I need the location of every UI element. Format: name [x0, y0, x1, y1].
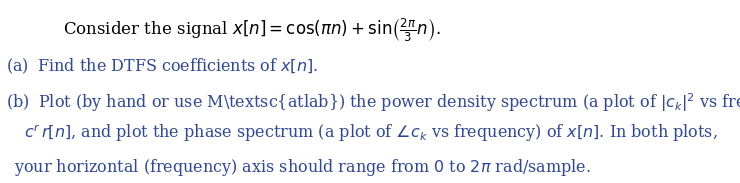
Text: $c^r\, r[n]$, and plot the phase spectrum (a plot of $\angle c_k$ vs frequency) : $c^r\, r[n]$, and plot the phase spectru…: [24, 123, 718, 144]
Text: (a)$\;$ Find the DTFS coefficients of $x[n]$.: (a)$\;$ Find the DTFS coefficients of $x…: [7, 57, 319, 76]
Text: (b)$\;$ Plot (by hand or use M\textsc{atlab}) the power density spectrum (a plot: (b)$\;$ Plot (by hand or use M\textsc{at…: [7, 92, 740, 114]
Text: your horizontal (frequency) axis should range from $0$ to $2\pi$ rad/sample.: your horizontal (frequency) axis should …: [14, 157, 591, 178]
Text: Consider the signal $x[n] = \cos(\pi n) + \sin\!\left(\frac{2\pi}{3}n\right).$: Consider the signal $x[n] = \cos(\pi n) …: [63, 17, 441, 44]
